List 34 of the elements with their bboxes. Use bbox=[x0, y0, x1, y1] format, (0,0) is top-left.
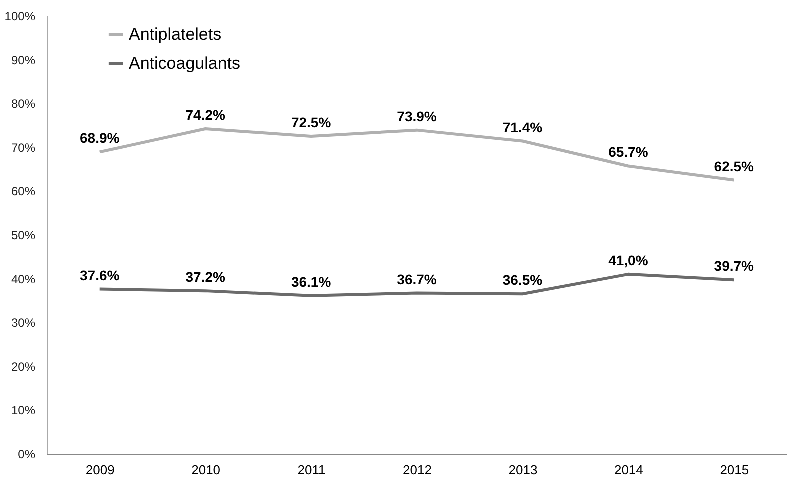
data-label: 37.6% bbox=[80, 267, 120, 284]
y-tick-label: 100% bbox=[4, 10, 36, 24]
x-tick-label: 2014 bbox=[614, 462, 644, 478]
x-tick-label: 2009 bbox=[86, 462, 115, 478]
y-tick-label: 10% bbox=[11, 404, 36, 418]
legend-label: Antiplatelets bbox=[129, 25, 222, 44]
data-label: 73.9% bbox=[397, 108, 438, 124]
x-tick-label: 2011 bbox=[298, 462, 326, 478]
y-tick-label: 0% bbox=[18, 448, 36, 462]
data-label: 37.2% bbox=[186, 269, 226, 286]
data-label: 68.9% bbox=[80, 130, 120, 146]
y-tick-label: 80% bbox=[11, 97, 36, 112]
x-tick-label: 2010 bbox=[192, 462, 221, 478]
data-label: 36.5% bbox=[502, 272, 544, 288]
x-tick-label: 2015 bbox=[720, 462, 750, 478]
y-tick-label: 20% bbox=[11, 360, 36, 374]
data-label: 36.7% bbox=[397, 271, 438, 288]
y-tick-label: 70% bbox=[11, 140, 36, 155]
y-tick-label: 40% bbox=[11, 272, 36, 286]
data-label: 41,0% bbox=[608, 252, 649, 268]
x-tick-label: 2012 bbox=[403, 462, 432, 478]
data-label: 65.7% bbox=[608, 144, 649, 160]
y-tick-label: 90% bbox=[11, 53, 36, 68]
legend-label: Anticoagulants bbox=[129, 54, 241, 73]
y-tick-label: 60% bbox=[11, 184, 36, 199]
y-tick-label: 50% bbox=[11, 228, 36, 242]
data-label: 72.5% bbox=[291, 114, 332, 130]
data-label: 36.1% bbox=[291, 274, 332, 290]
data-label: 39.7% bbox=[714, 258, 755, 274]
data-label: 74.2% bbox=[186, 107, 226, 124]
data-label: 71.4% bbox=[502, 119, 544, 136]
y-tick-label: 30% bbox=[11, 316, 36, 330]
x-tick-label: 2013 bbox=[508, 462, 538, 478]
data-label: 62.5% bbox=[714, 158, 755, 174]
